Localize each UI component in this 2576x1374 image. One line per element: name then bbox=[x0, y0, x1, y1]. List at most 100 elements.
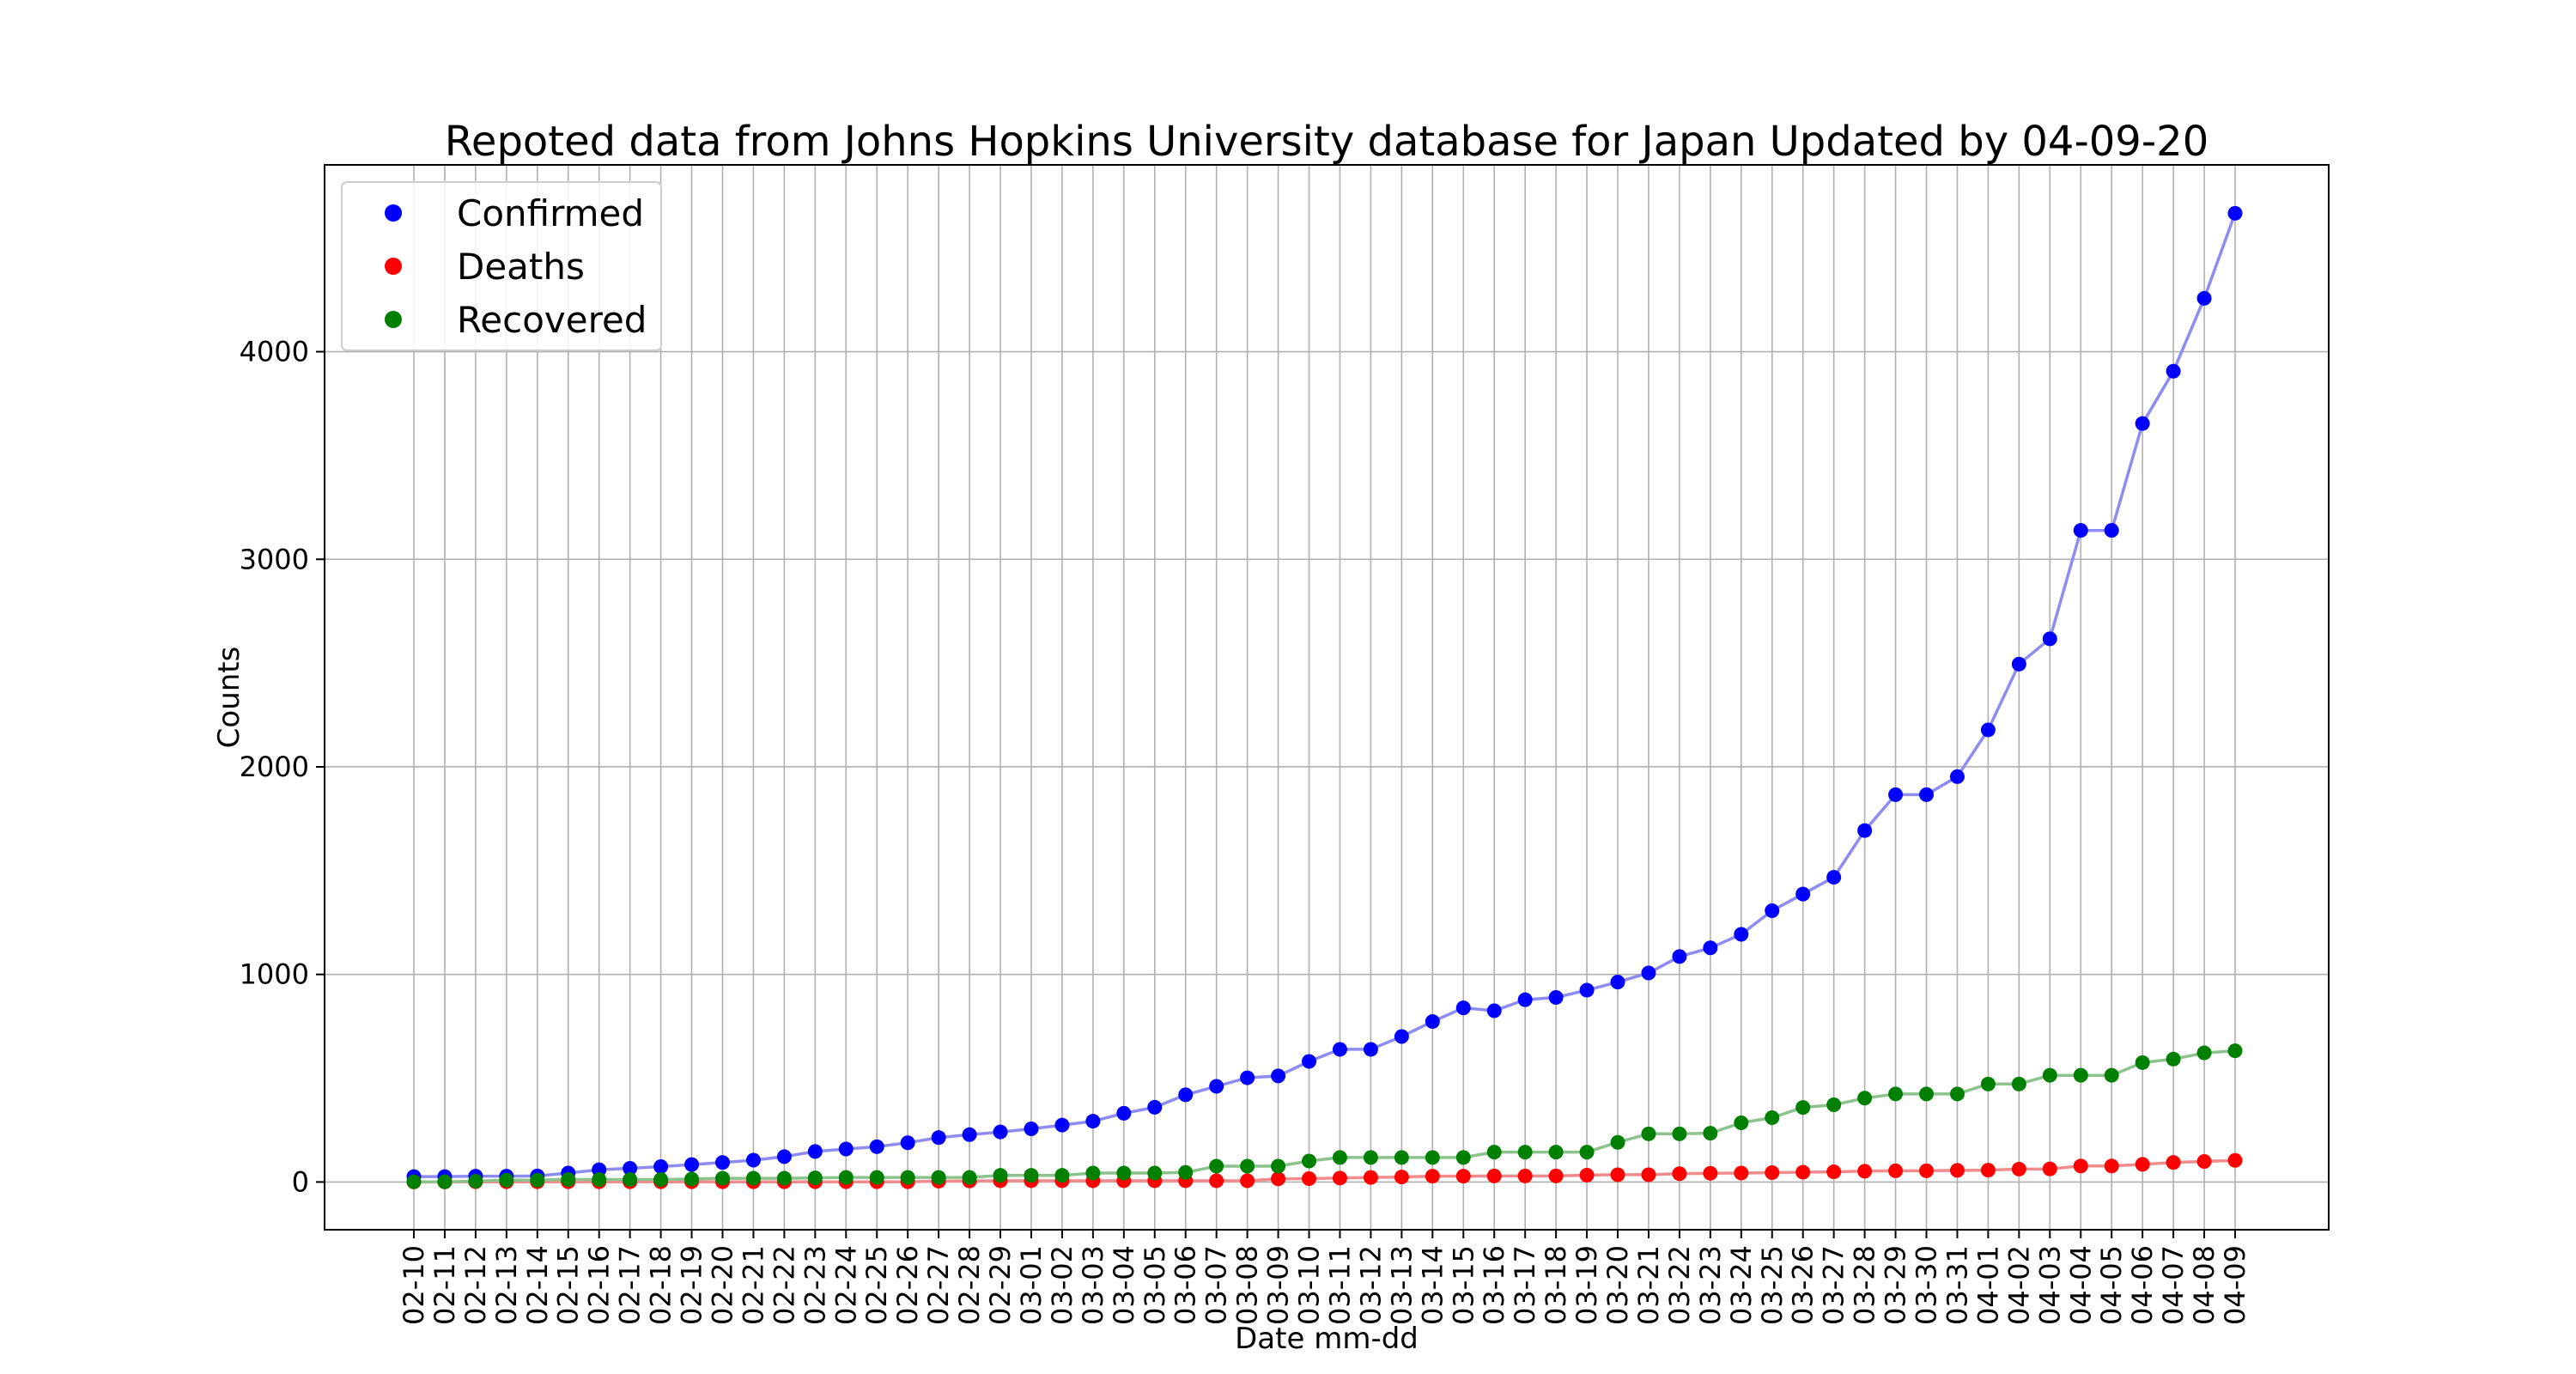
x-tick-label: 04-09 bbox=[2219, 1245, 2251, 1325]
x-tick-label: 02-19 bbox=[676, 1245, 708, 1325]
point-deaths bbox=[1486, 1168, 1502, 1183]
point-recovered bbox=[1857, 1091, 1873, 1106]
point-confirmed bbox=[2011, 656, 2026, 672]
point-recovered bbox=[1332, 1150, 1347, 1165]
point-recovered bbox=[2166, 1051, 2181, 1067]
x-tick-label: 04-04 bbox=[2064, 1245, 2097, 1325]
point-deaths bbox=[2166, 1155, 2181, 1170]
point-recovered bbox=[468, 1173, 483, 1189]
point-recovered bbox=[1980, 1076, 1996, 1091]
x-tick-label: 02-25 bbox=[860, 1245, 893, 1325]
point-confirmed bbox=[684, 1157, 700, 1172]
point-recovered bbox=[2227, 1043, 2243, 1059]
x-tick-label: 03-02 bbox=[1046, 1245, 1078, 1325]
x-tick-label: 04-07 bbox=[2157, 1245, 2190, 1325]
point-recovered bbox=[530, 1172, 545, 1188]
point-recovered bbox=[1826, 1097, 1842, 1112]
point-deaths bbox=[1765, 1165, 1780, 1181]
x-tick-label: 03-19 bbox=[1571, 1245, 1603, 1325]
point-deaths bbox=[1949, 1163, 1965, 1178]
point-recovered bbox=[2104, 1067, 2119, 1083]
point-confirmed bbox=[1672, 949, 1687, 964]
y-axis: 0 1000 2000 3000 4000 bbox=[240, 336, 325, 1198]
point-deaths bbox=[2227, 1152, 2243, 1168]
legend-marker-confirmed bbox=[385, 204, 402, 222]
x-tick-label: 03-23 bbox=[1694, 1245, 1727, 1325]
x-tick-label: 02-11 bbox=[428, 1245, 461, 1325]
point-recovered bbox=[1672, 1126, 1687, 1141]
point-recovered bbox=[437, 1174, 453, 1189]
point-deaths bbox=[1857, 1164, 1873, 1179]
point-confirmed bbox=[1548, 990, 1564, 1006]
point-recovered bbox=[807, 1170, 823, 1186]
x-tick-label: 03-24 bbox=[1725, 1245, 1758, 1325]
x-tick-label: 03-18 bbox=[1540, 1245, 1572, 1325]
point-recovered bbox=[561, 1172, 576, 1188]
x-tick-label: 03-07 bbox=[1200, 1245, 1233, 1325]
point-confirmed bbox=[2073, 523, 2088, 538]
point-recovered bbox=[2011, 1076, 2026, 1091]
point-recovered bbox=[1795, 1100, 1811, 1116]
point-deaths bbox=[1579, 1167, 1595, 1182]
point-confirmed bbox=[1919, 787, 1935, 802]
point-recovered bbox=[1116, 1165, 1132, 1181]
x-tick-label: 02-27 bbox=[922, 1245, 955, 1325]
point-deaths bbox=[1209, 1173, 1224, 1189]
point-confirmed bbox=[1116, 1105, 1132, 1121]
x-tick-label: 03-11 bbox=[1323, 1245, 1356, 1325]
x-tick-label: 02-12 bbox=[459, 1245, 492, 1325]
point-recovered bbox=[1919, 1086, 1935, 1102]
point-confirmed bbox=[900, 1135, 915, 1151]
point-confirmed bbox=[1332, 1042, 1347, 1057]
x-tick-label: 02-20 bbox=[706, 1245, 738, 1325]
point-confirmed bbox=[1579, 982, 1595, 998]
x-tick-label: 03-13 bbox=[1385, 1245, 1418, 1325]
point-confirmed bbox=[1455, 1000, 1471, 1016]
point-confirmed bbox=[1949, 769, 1965, 784]
point-confirmed bbox=[1302, 1054, 1317, 1069]
legend-box bbox=[341, 181, 662, 351]
point-deaths bbox=[2042, 1161, 2057, 1176]
point-recovered bbox=[1302, 1153, 1317, 1169]
point-confirmed bbox=[1610, 975, 1625, 990]
point-deaths bbox=[1795, 1164, 1811, 1180]
point-confirmed bbox=[2166, 363, 2181, 379]
point-confirmed bbox=[1024, 1122, 1039, 1137]
y-tick-label: 2000 bbox=[240, 751, 309, 783]
point-confirmed bbox=[1888, 787, 1904, 802]
point-deaths bbox=[2073, 1158, 2088, 1174]
x-tick-label: 02-28 bbox=[953, 1245, 986, 1325]
x-tick-label: 03-06 bbox=[1170, 1245, 1202, 1325]
point-deaths bbox=[1271, 1171, 1286, 1187]
legend-label-confirmed: Confirmed bbox=[457, 192, 644, 234]
legend-marker-recovered bbox=[385, 311, 402, 328]
y-tick-label: 3000 bbox=[240, 543, 309, 575]
point-confirmed bbox=[1641, 965, 1656, 981]
legend-label-deaths: Deaths bbox=[457, 246, 585, 288]
chart-title: Repoted data from Johns Hopkins Universi… bbox=[445, 118, 2209, 166]
point-confirmed bbox=[1980, 722, 1996, 738]
point-deaths bbox=[1888, 1163, 1904, 1178]
point-confirmed bbox=[869, 1139, 884, 1154]
point-recovered bbox=[1147, 1165, 1163, 1181]
x-tick-label: 02-10 bbox=[398, 1245, 430, 1325]
point-recovered bbox=[499, 1172, 514, 1188]
point-deaths bbox=[1610, 1167, 1625, 1182]
x-tick-label: 03-05 bbox=[1139, 1245, 1171, 1325]
point-recovered bbox=[1949, 1086, 1965, 1102]
x-tick-label: 03-04 bbox=[1108, 1245, 1140, 1325]
point-recovered bbox=[1641, 1126, 1656, 1141]
x-tick-label: 03-31 bbox=[1941, 1245, 1973, 1325]
point-confirmed bbox=[1734, 927, 1749, 942]
point-confirmed bbox=[1054, 1117, 1070, 1133]
point-deaths bbox=[1363, 1170, 1378, 1185]
x-tick-label: 03-27 bbox=[1818, 1245, 1850, 1325]
point-recovered bbox=[931, 1170, 946, 1185]
x-tick-label: 04-01 bbox=[1971, 1245, 2004, 1325]
point-recovered bbox=[684, 1171, 700, 1187]
point-recovered bbox=[993, 1168, 1008, 1183]
x-tick-label: 03-30 bbox=[1911, 1245, 1943, 1325]
point-recovered bbox=[962, 1170, 977, 1185]
y-axis-label: Counts bbox=[212, 647, 246, 749]
series-points bbox=[406, 205, 2243, 1189]
